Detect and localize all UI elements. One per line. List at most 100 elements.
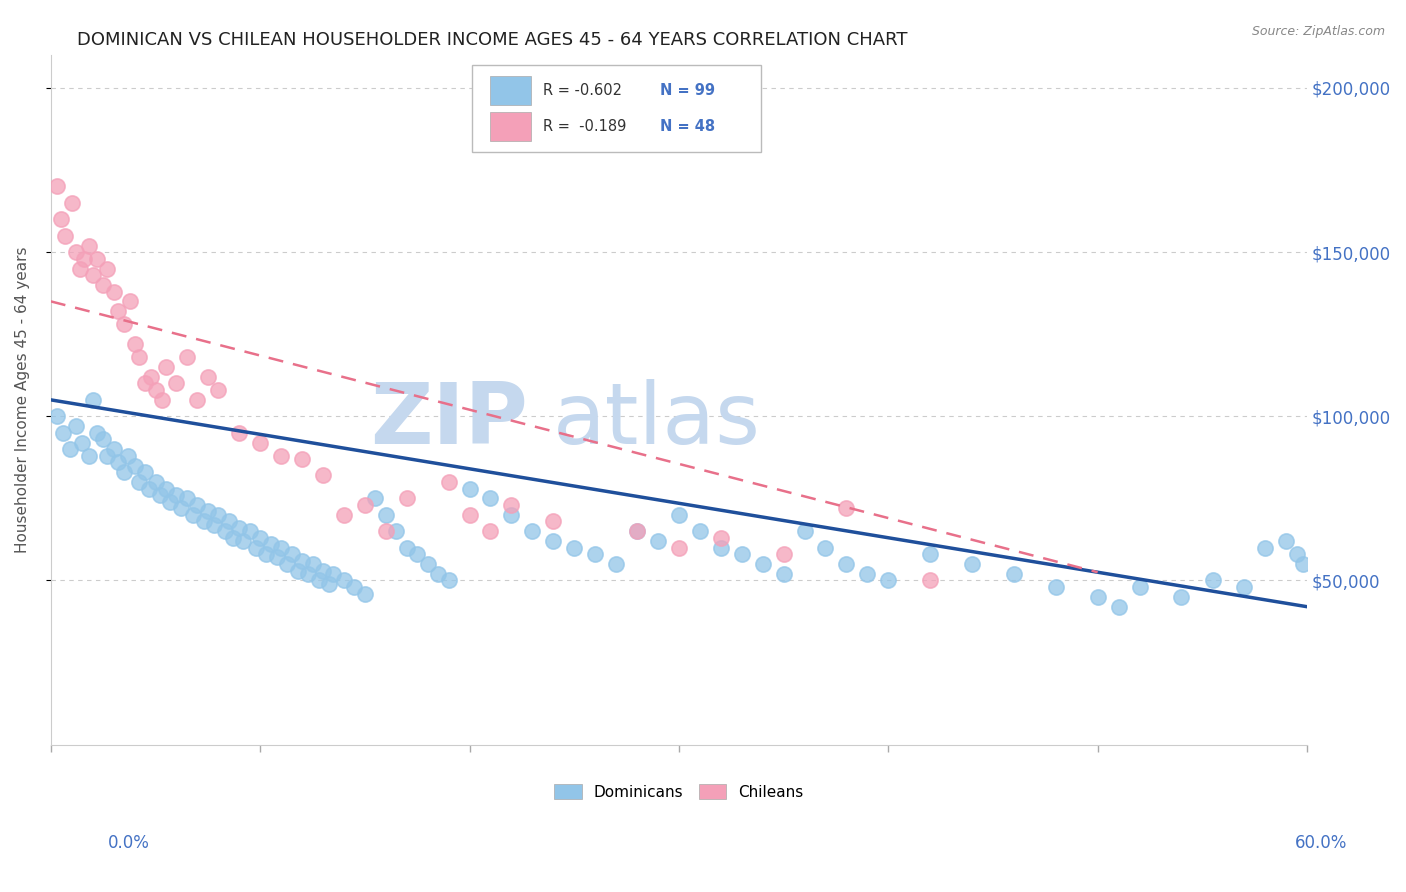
Point [437,574,460,588]
Point [647,534,669,549]
Point [1285,547,1308,561]
Point [1275,534,1298,549]
FancyBboxPatch shape [471,65,761,152]
Point [60,195,83,210]
Point [920,574,942,588]
Point [856,566,879,581]
Text: N = 99: N = 99 [659,83,716,98]
Point [77,449,100,463]
Point [228,425,250,440]
Point [51,212,73,227]
Point [1292,557,1315,571]
Point [354,498,377,512]
Point [65,245,87,260]
Text: 60.0%: 60.0% [1295,834,1347,852]
Text: N = 48: N = 48 [659,120,716,135]
Point [291,452,314,467]
Point [343,580,366,594]
Point [960,557,983,571]
Point [374,524,396,539]
Point [333,574,356,588]
Point [322,566,344,581]
Point [312,564,335,578]
Text: 0.0%: 0.0% [108,834,150,852]
Point [128,350,150,364]
Point [46,179,69,194]
Point [416,557,439,571]
Point [1087,590,1109,604]
Point [202,517,225,532]
Point [501,498,523,512]
Point [107,304,129,318]
Point [583,547,606,561]
Point [207,383,229,397]
Point [141,370,163,384]
Point [1202,574,1225,588]
Text: Source: ZipAtlas.com: Source: ZipAtlas.com [1251,25,1385,38]
Point [207,508,229,522]
Point [103,285,125,299]
Point [308,574,330,588]
Point [232,534,254,549]
Point [55,228,77,243]
Point [395,491,418,506]
Point [385,524,408,539]
Point [522,524,544,539]
Text: R =  -0.189: R = -0.189 [543,120,627,135]
Point [668,508,690,522]
Point [82,268,104,282]
Point [276,557,298,571]
Point [877,574,900,588]
Point [266,550,288,565]
Point [107,455,129,469]
Point [165,376,187,391]
Legend: Dominicans, Chileans: Dominicans, Chileans [548,778,810,805]
Point [218,514,240,528]
Point [479,491,502,506]
Point [1170,590,1192,604]
Point [689,524,711,539]
Point [239,524,262,539]
Point [103,442,125,456]
Point [117,449,139,463]
Point [96,449,118,463]
Point [710,541,733,555]
Point [120,294,142,309]
Point [65,419,87,434]
Point [562,541,585,555]
Point [134,376,156,391]
Point [256,547,278,561]
Point [543,514,565,528]
Point [1128,580,1150,594]
Point [1002,566,1025,581]
Point [69,261,91,276]
Point [52,425,75,440]
Point [291,554,314,568]
Point [772,566,794,581]
Point [193,514,215,528]
Point [165,488,187,502]
Point [169,501,191,516]
Point [312,468,335,483]
Point [751,557,773,571]
Point [287,564,309,578]
Point [835,557,858,571]
Point [374,508,396,522]
Point [70,435,93,450]
Point [145,383,167,397]
Point [270,541,292,555]
Point [920,547,942,561]
Point [710,531,733,545]
Point [149,488,172,502]
Point [437,475,460,489]
Point [181,508,204,522]
Point [77,238,100,252]
Point [479,524,502,539]
Point [59,442,82,456]
Point [138,482,160,496]
Point [128,475,150,489]
Y-axis label: Householder Income Ages 45 - 64 years: Householder Income Ages 45 - 64 years [15,246,30,553]
Point [1233,580,1256,594]
Text: R = -0.602: R = -0.602 [543,83,623,98]
Point [605,557,627,571]
